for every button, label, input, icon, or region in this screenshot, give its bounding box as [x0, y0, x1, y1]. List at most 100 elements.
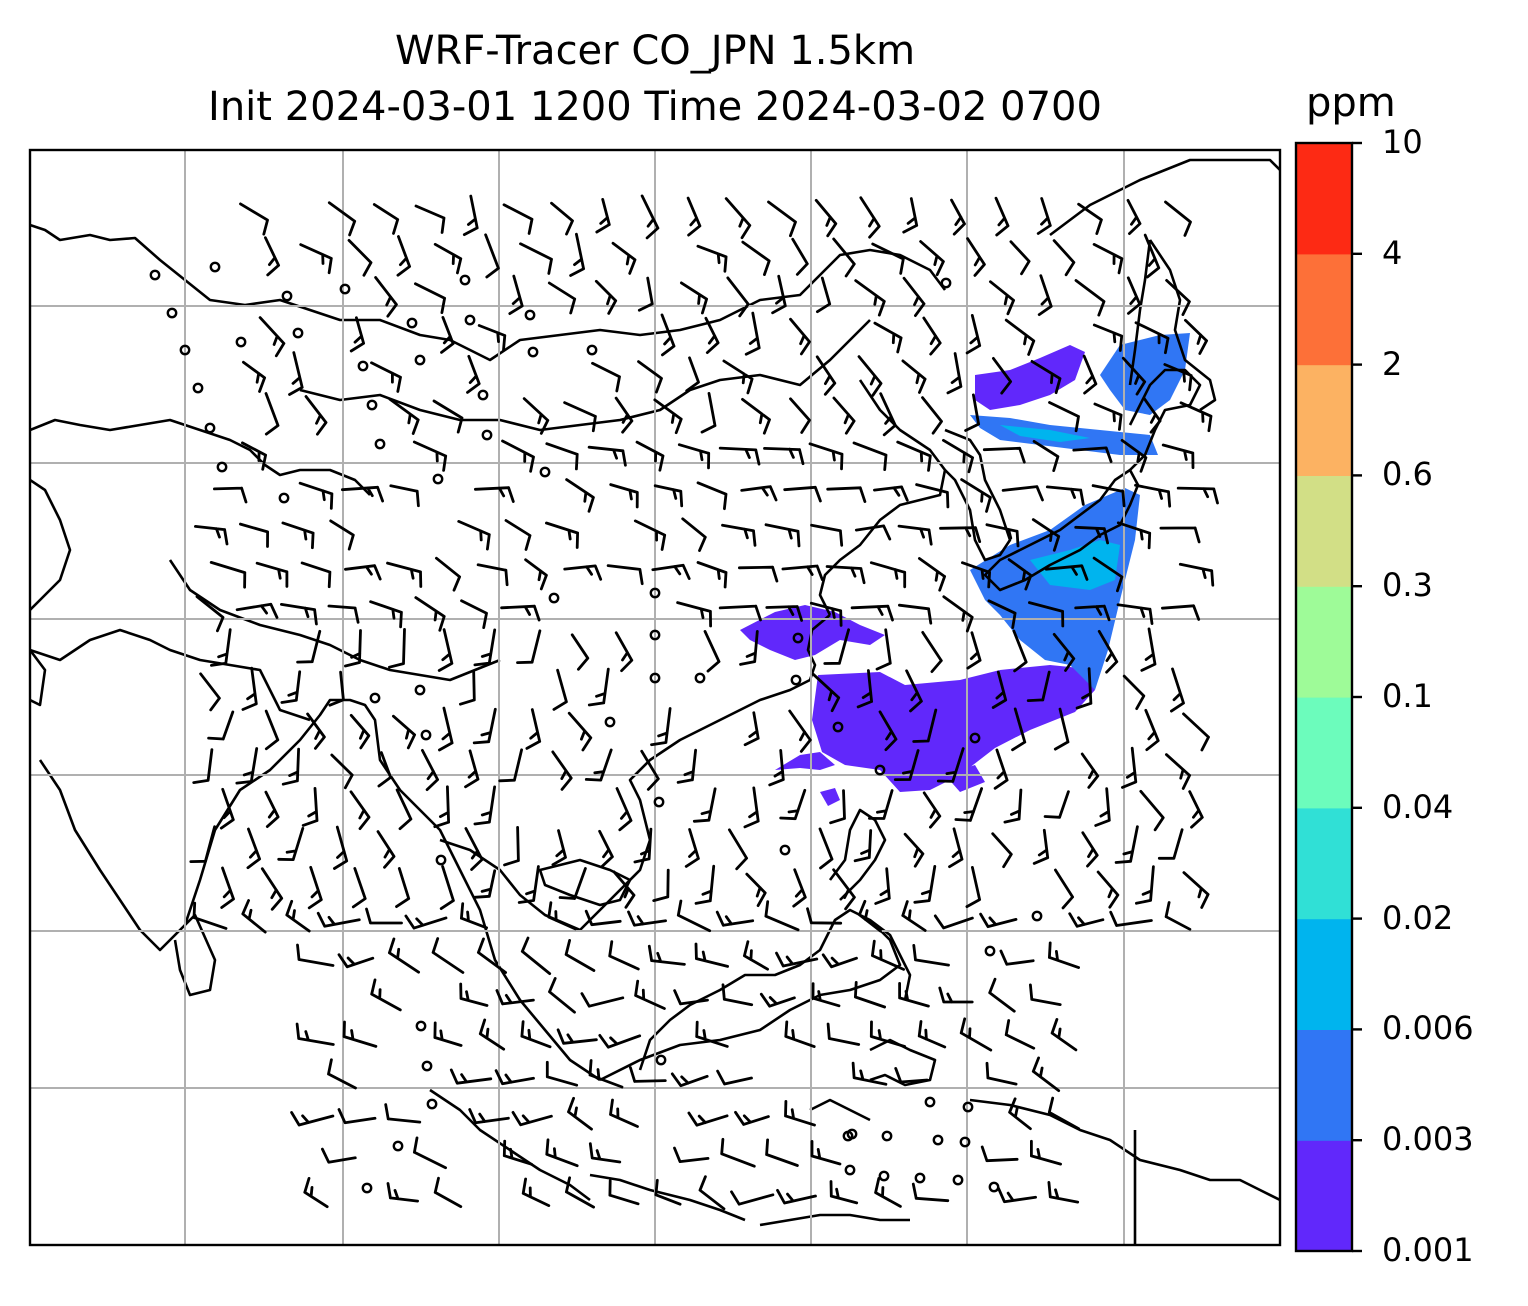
wind-barb — [871, 939, 905, 971]
plume-hokkaido — [1100, 333, 1190, 415]
colorbar-tick-label: 0.1 — [1382, 677, 1433, 715]
wind-barb — [696, 561, 728, 589]
wind-barb — [1001, 485, 1044, 502]
wind-barb — [396, 235, 411, 277]
wind-barb — [374, 276, 398, 318]
wind-barb — [255, 561, 289, 588]
wind-barb — [395, 788, 413, 831]
wind-barb — [612, 870, 636, 909]
wind-barb — [965, 866, 981, 908]
wind-barb — [718, 446, 761, 466]
calm-wind-circle — [527, 346, 539, 358]
wind-barb — [959, 1017, 993, 1052]
wind-barb — [938, 986, 974, 1004]
wind-barb — [816, 276, 832, 314]
wind-barb — [521, 1177, 551, 1207]
wind-barb — [783, 485, 822, 503]
wind-barb — [280, 603, 318, 626]
wind-barb — [811, 982, 841, 1008]
coast-bay-of-bengal — [183, 698, 601, 1082]
wind-barb — [1134, 483, 1172, 508]
wind-barb — [670, 1072, 709, 1088]
wind-barb — [739, 630, 759, 666]
wind-barb — [868, 789, 894, 820]
plume-japan-core — [1030, 540, 1120, 590]
plume-sea-core — [1000, 425, 1090, 442]
border-northern — [30, 223, 947, 362]
wind-barb — [365, 907, 403, 925]
wind-barb — [384, 1103, 422, 1124]
calm-wind-circle — [477, 389, 489, 401]
wind-barb — [329, 519, 355, 551]
wind-barb — [1121, 746, 1138, 789]
wind-barb — [654, 1178, 682, 1206]
calm-wind-circle — [649, 587, 661, 599]
wind-barb — [680, 281, 708, 315]
wind-barb — [414, 596, 446, 632]
wind-barb — [961, 561, 991, 589]
wind-barb — [1052, 633, 1076, 672]
wind-barb — [997, 1186, 1037, 1204]
colorbar-segment — [1296, 586, 1352, 698]
wind-barb — [241, 666, 258, 711]
wind-barb — [1045, 485, 1085, 506]
wind-barb — [615, 787, 633, 832]
wind-barb — [241, 899, 267, 934]
wind-barb — [213, 486, 248, 504]
calm-wind-circle — [604, 716, 616, 728]
wind-barb — [854, 524, 892, 541]
colorbar-segment — [1296, 918, 1352, 1030]
wind-barb — [330, 753, 354, 790]
wind-barb — [1052, 239, 1076, 277]
wind-barb — [478, 1018, 506, 1051]
wind-barb — [629, 1066, 667, 1083]
wind-barb — [235, 602, 279, 619]
wind-barb — [696, 244, 728, 273]
wind-barb — [565, 1176, 595, 1209]
wind-barb — [784, 1020, 816, 1048]
wind-barb — [966, 237, 986, 277]
wind-barb — [726, 276, 750, 318]
wind-barb — [987, 599, 1017, 629]
wind-barb — [989, 280, 1015, 316]
wind-barb — [700, 392, 717, 434]
wind-barb — [388, 397, 420, 435]
wind-barb — [563, 564, 603, 581]
wind-barb — [921, 631, 943, 673]
wind-barb — [327, 604, 360, 624]
wind-barb — [608, 1179, 640, 1206]
wind-barb — [1093, 402, 1123, 431]
colorbar-tick-label: 0.6 — [1382, 455, 1433, 494]
wind-barb — [614, 631, 634, 673]
wind-barb — [432, 399, 464, 434]
wind-barb — [545, 1060, 579, 1087]
wind-barb — [939, 526, 982, 543]
wind-barb — [1047, 1096, 1081, 1131]
calm-wind-circle — [179, 344, 191, 356]
wind-barb — [741, 398, 771, 435]
calm-wind-circle — [952, 1174, 964, 1186]
colorbar-segment — [1296, 1140, 1352, 1252]
wind-barb — [1053, 707, 1070, 751]
calm-wind-circle — [874, 764, 886, 776]
wind-barb — [281, 521, 315, 550]
colorbar-tick-label: 0.003 — [1382, 1120, 1474, 1159]
wind-barb — [209, 561, 247, 589]
wind-barb — [280, 670, 302, 704]
wind-barb — [588, 1142, 622, 1164]
wind-barb — [946, 352, 963, 395]
title-line-2: Init 2024-03-01 1200 Time 2024-03-02 070… — [208, 84, 1102, 130]
wind-barb — [341, 485, 384, 503]
calm-wind-circle — [415, 1020, 427, 1032]
wind-barb — [1135, 865, 1155, 905]
coast-new-guinea — [969, 1098, 1280, 1245]
wind-barb — [1077, 202, 1103, 235]
wind-barb — [993, 748, 1009, 790]
wind-barb — [494, 1069, 535, 1086]
wind-barb — [421, 749, 439, 791]
wind-barb — [637, 360, 663, 394]
calm-wind-circle — [792, 632, 804, 644]
colorbar-tick-label: 10 — [1382, 123, 1423, 161]
wind-barb — [195, 595, 225, 633]
wind-barb — [264, 709, 280, 751]
